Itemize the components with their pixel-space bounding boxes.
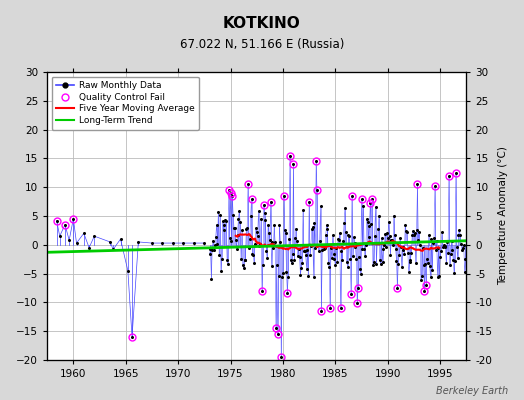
Text: Berkeley Earth: Berkeley Earth — [436, 386, 508, 396]
Text: 67.022 N, 51.166 E (Russia): 67.022 N, 51.166 E (Russia) — [180, 38, 344, 51]
Text: KOTKINO: KOTKINO — [223, 16, 301, 31]
Y-axis label: Temperature Anomaly (°C): Temperature Anomaly (°C) — [498, 146, 508, 286]
Legend: Raw Monthly Data, Quality Control Fail, Five Year Moving Average, Long-Term Tren: Raw Monthly Data, Quality Control Fail, … — [52, 76, 199, 130]
